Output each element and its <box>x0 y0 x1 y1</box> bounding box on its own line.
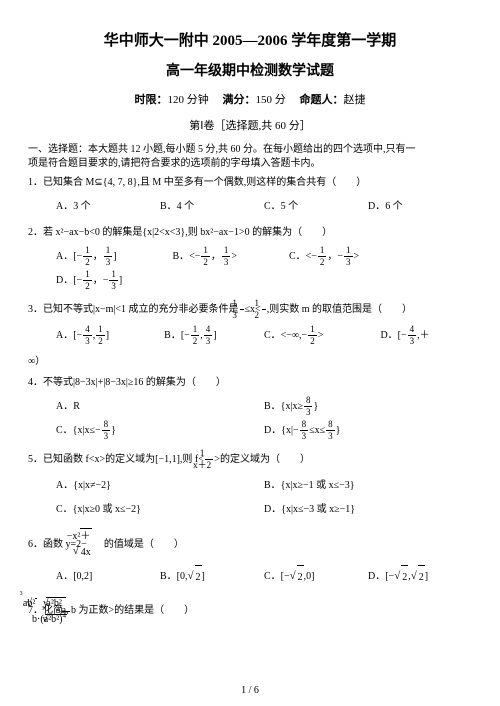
question-6: 6．函数 y=2−−x²＋4x 的值域是（ ） A．[0,2] B．[0,2] … <box>28 528 472 590</box>
q4-opt-a: A．R <box>56 395 264 419</box>
question-7: 7．化简 3ab²·a²b² 3b·(a²b²)4 <a, b 为正数>的结果是… <box>28 596 472 626</box>
q4-options: A．R B．{x|x≥83} C．{x|x≤−83} D．{x|−83≤x≤83… <box>28 395 472 443</box>
author-value: 赵捷 <box>344 94 366 106</box>
question-1: 1．已知集合 M⊆{4, 7, 8},且 M 中至多有一个偶数,则这样的集合共有… <box>28 175 472 219</box>
meta-line: 时限：120 分钟 满分：150 分 命题人：赵捷 <box>28 92 472 109</box>
question-5: 5．已知函数 f<x>的定义域为[−1,1],则 f<1x＋2>的定义域为（ ）… <box>28 449 472 522</box>
section-line: 第Ⅰ卷［选择题,共 60 分］ <box>28 118 472 135</box>
intro-line-2: 项是符合题目要求的,请把符合要求的选项前的字母填入答题卡内。 <box>28 157 472 171</box>
intro: 一、选择题：本大题共 12 小题,每小题 5 分,共 60 分。在每小题给出的四… <box>28 143 472 171</box>
q4-opt-d: D．{x|−83≤x≤83} <box>264 419 472 443</box>
q3-opt-d: D．[−43,＋ <box>380 324 472 348</box>
q1-options: A．3 个 B．4 个 C．5 个 D．6 个 <box>28 195 472 219</box>
intro-line-1: 一、选择题：本大题共 12 小题,每小题 5 分,共 60 分。在每小题给出的四… <box>28 143 472 157</box>
q6-opt-c: C．[−2,0] <box>264 565 368 590</box>
q5-opt-b: B．{x|x≥−1 或 x≤−3} <box>264 474 472 498</box>
q1-opt-c: C．5 个 <box>264 195 368 219</box>
q6-opt-d: D．[−2,2] <box>368 565 472 590</box>
q3-opt-c: C．<−∞,−12> <box>264 324 380 348</box>
q3-tail: ∞） <box>28 354 472 369</box>
q2-opt-c: C．<−12，−13> <box>289 245 455 269</box>
author-label: 命题人： <box>300 94 344 106</box>
q4-stem: 4．不等式|8−3x|+|8−3x|≥16 的解集为（ ） <box>28 375 472 391</box>
q1-opt-b: B．4 个 <box>160 195 264 219</box>
q7-stem: 7．化简 3ab²·a²b² 3b·(a²b²)4 <a, b 为正数>的结果是… <box>28 596 472 626</box>
q4-opt-b: B．{x|x≥83} <box>264 395 472 419</box>
q1-stem: 1．已知集合 M⊆{4, 7, 8},且 M 中至多有一个偶数,则这样的集合共有… <box>28 175 472 191</box>
q5-opt-a: A．{x|x≠−2} <box>56 474 264 498</box>
page-number: 1 / 6 <box>0 683 500 698</box>
q3-options: A．[−43,12] B．[−12,43] C．<−∞,−12> D．[−43,… <box>28 324 472 348</box>
q5-opt-d: D．{x|x≤−3 或 x≥−1} <box>264 498 472 522</box>
q3-stem: 3．已知不等式|x−m|<1 成立的充分非必要条件是13≤x<12,则实数 m … <box>28 299 472 320</box>
q6-stem: 6．函数 y=2−−x²＋4x 的值域是（ ） <box>28 528 472 561</box>
q2-options: A．[−12，13] B．<−12，13> C．<−12，−13> D．[−12… <box>28 245 472 293</box>
time-value: 120 分钟 <box>168 94 209 106</box>
q2-opt-d: D．[−12，−13] <box>56 269 472 293</box>
q6-opt-a: A．[0,2] <box>56 565 160 590</box>
q5-stem: 5．已知函数 f<x>的定义域为[−1,1],则 f<1x＋2>的定义域为（ ） <box>28 449 472 470</box>
q1-opt-d: D．6 个 <box>368 195 472 219</box>
q2-stem: 2．若 x²−ax−b<0 的解集是{x|2<x<3},则 bx²−ax−1>0… <box>28 225 472 241</box>
q1-opt-a: A．3 个 <box>56 195 160 219</box>
score-value: 150 分 <box>256 94 286 106</box>
question-2: 2．若 x²−ax−b<0 的解集是{x|2<x<3},则 bx²−ax−1>0… <box>28 225 472 293</box>
q4-opt-c: C．{x|x≤−83} <box>56 419 264 443</box>
question-4: 4．不等式|8−3x|+|8−3x|≥16 的解集为（ ） A．R B．{x|x… <box>28 375 472 443</box>
title-line-2: 高一年级期中检测数学试题 <box>28 61 472 82</box>
title-line-1: 华中师大一附中 2005—2006 学年度第一学期 <box>28 30 472 53</box>
q2-opt-a: A．[−12，13] <box>56 245 172 269</box>
q5-opt-c: C．{x|x≥0 或 x≤−2} <box>56 498 264 522</box>
score-label: 满分： <box>223 94 256 106</box>
q3-opt-a: A．[−43,12] <box>56 324 164 348</box>
q5-options: A．{x|x≠−2} B．{x|x≥−1 或 x≤−3} C．{x|x≥0 或 … <box>28 474 472 522</box>
q6-opt-b: B．[0,2] <box>160 565 264 590</box>
q2-opt-b: B．<−12，13> <box>172 245 288 269</box>
q6-options: A．[0,2] B．[0,2] C．[−2,0] D．[−2,2] <box>28 565 472 590</box>
time-label: 时限： <box>135 94 168 106</box>
question-3: 3．已知不等式|x−m|<1 成立的充分非必要条件是13≤x<12,则实数 m … <box>28 299 472 369</box>
q3-opt-b: B．[−12,43] <box>164 324 264 348</box>
